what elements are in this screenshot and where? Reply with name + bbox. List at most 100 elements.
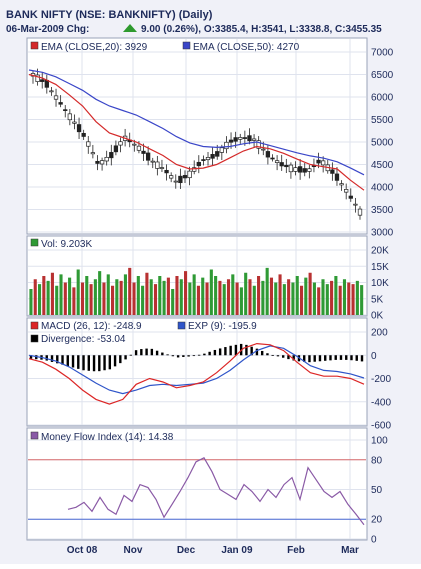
divergence-bar [287, 355, 290, 360]
divergence-bar [339, 355, 343, 360]
macd-line [28, 342, 365, 405]
y-tick-label: 15K [371, 262, 389, 273]
divergence-bar [176, 355, 180, 358]
price-candle [173, 180, 178, 183]
volume-bar [145, 272, 149, 315]
price-candle [104, 156, 109, 162]
divergence-bar [203, 353, 206, 356]
volume-bar [29, 289, 33, 315]
price-candle [334, 173, 340, 181]
divergence-bar [98, 355, 101, 372]
divergence-bar [255, 348, 259, 356]
volume-bar [295, 276, 299, 315]
y-tick-label: 5500 [371, 115, 394, 126]
divergence-bar [266, 353, 269, 356]
divergence-bar [192, 355, 196, 357]
price-candle [242, 137, 248, 139]
volume-legend-label: Vol: 9.203K [41, 239, 92, 250]
divergence-bar [113, 355, 117, 367]
price-candle [141, 150, 146, 154]
divergence-bar [108, 355, 112, 370]
legend-swatch [30, 321, 39, 330]
divergence-bar [234, 344, 238, 356]
divergence-bar [245, 344, 248, 356]
price-candle [261, 148, 266, 151]
price-candle [302, 168, 307, 173]
volume-bar [141, 285, 145, 315]
volume-bar [196, 285, 200, 315]
price-candle [76, 124, 82, 133]
volume-bar [239, 287, 243, 315]
price-candle [40, 79, 45, 82]
price-candle [53, 95, 59, 100]
price-candle [145, 152, 151, 161]
price-candle [178, 175, 183, 184]
divergence-bar [292, 355, 295, 361]
price-candle [192, 167, 197, 172]
divergence-bar [171, 355, 175, 357]
price-candle [164, 169, 169, 174]
x-tick-label: Dec [177, 545, 196, 556]
volume-bar [334, 276, 338, 315]
price-candle [150, 160, 155, 163]
y-tick-label: -600 [371, 421, 391, 432]
volume-bar [188, 282, 192, 315]
volume-bar [218, 280, 222, 315]
price-candle [109, 152, 114, 159]
volume-bar [153, 284, 158, 315]
divergence-bar [360, 355, 364, 362]
y-tick-label: 0 [371, 535, 377, 546]
volume-bar [342, 279, 347, 315]
divergence-bar [334, 355, 337, 360]
volume-bar [123, 274, 127, 315]
y-tick-label: 3500 [371, 205, 394, 216]
divergence-bar [224, 347, 227, 356]
volume-bar [192, 274, 196, 315]
price-candle [155, 161, 160, 169]
volume-bar [360, 285, 364, 315]
volume-bar [355, 280, 359, 315]
volume-bar [50, 272, 54, 315]
volume-bar [111, 285, 115, 315]
divergence-bar [250, 346, 253, 356]
volume-bar [244, 272, 248, 315]
divergence-bar [45, 355, 48, 361]
price-panel [26, 37, 368, 235]
divergence-bar [77, 355, 80, 369]
price-candle [49, 90, 54, 93]
change-date: 06-Mar-2009 Chg: [6, 24, 89, 35]
y-tick-label: 100 [371, 436, 388, 447]
volume-bar [269, 277, 274, 315]
price-candle [182, 175, 188, 179]
volume-bar [265, 267, 269, 315]
mfi-legend-label: Money Flow Index (14): 14.38 [41, 432, 174, 443]
y-tick-label: 50 [371, 485, 383, 496]
divergence-bar [150, 348, 154, 356]
price-candle [81, 132, 86, 137]
volume-bar [68, 277, 72, 315]
price-candle [316, 159, 321, 164]
legend-swatch [30, 238, 39, 247]
price-candle [58, 102, 63, 105]
divergence-bar [92, 355, 96, 372]
volume-bar [278, 274, 282, 315]
price-candle [233, 137, 238, 142]
volume-bar [102, 282, 106, 315]
volume-bar [291, 282, 295, 315]
price-candle [270, 157, 275, 160]
divergence-bar [345, 355, 348, 360]
divergence-bar [218, 348, 222, 356]
macd-legend-label: MACD (26, 12): -248.9 [41, 321, 142, 332]
divergence-bar [66, 355, 69, 367]
volume-bar [338, 285, 342, 315]
legend-swatch [177, 321, 186, 330]
y-tick-label: 200 [371, 328, 388, 339]
price-candle [72, 121, 77, 124]
price-candle [279, 162, 284, 167]
price-candle [136, 145, 142, 151]
volume-bar [149, 279, 153, 315]
volume-bar [209, 269, 213, 315]
price-candle [251, 138, 257, 141]
divergence-bar [71, 355, 75, 368]
volume-bar [179, 279, 183, 315]
